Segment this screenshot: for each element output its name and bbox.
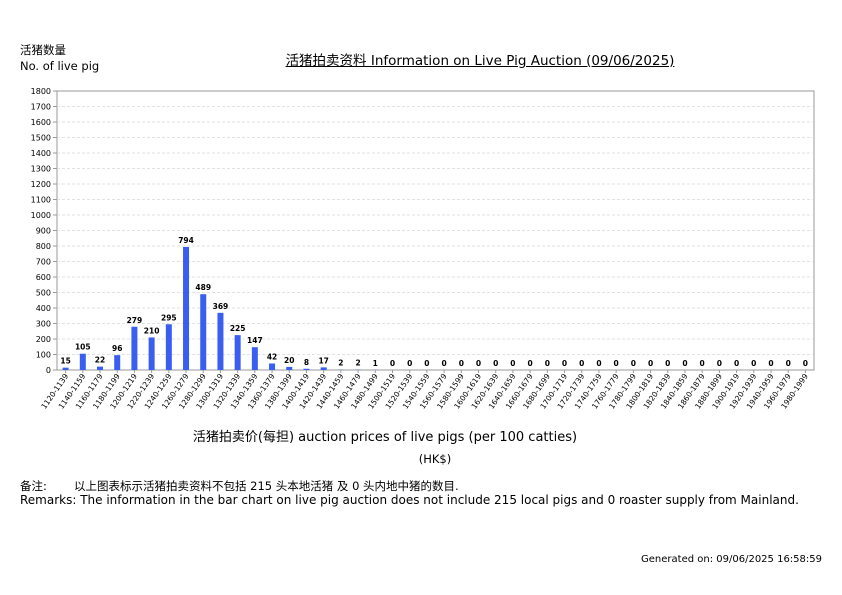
y-tick-label: 200 [36, 335, 51, 344]
y-tick-label: 1300 [31, 165, 51, 174]
data-label: 17 [318, 356, 328, 365]
data-label: 0 [459, 359, 464, 368]
data-label: 147 [247, 336, 263, 345]
data-label: 210 [144, 326, 160, 335]
y-tick-label: 1800 [31, 87, 51, 96]
data-label: 0 [441, 359, 446, 368]
data-label: 0 [562, 359, 567, 368]
bar [320, 367, 327, 370]
y-tick-label: 1000 [31, 211, 51, 220]
y-tick-label: 1500 [31, 134, 51, 143]
bar [97, 366, 104, 370]
data-label: 20 [284, 356, 294, 365]
data-label: 0 [734, 359, 739, 368]
y-axis-title: 活猪数量 No. of live pig [20, 42, 99, 74]
data-label: 1 [373, 359, 378, 368]
bar [251, 347, 258, 370]
data-label: 0 [631, 359, 636, 368]
remark-en: Remarks: The information in the bar char… [20, 493, 799, 507]
data-label: 0 [579, 359, 584, 368]
data-label: 794 [178, 236, 194, 245]
bar [286, 366, 293, 370]
data-label: 42 [267, 352, 277, 361]
data-label: 295 [161, 313, 177, 322]
y-axis-title-cn: 活猪数量 [20, 43, 66, 57]
x-axis-title: 活猪拍卖价(每担) auction prices of live pigs (p… [192, 430, 578, 445]
x-axis-unit: (HK$) [418, 452, 452, 466]
data-label: 0 [803, 359, 808, 368]
data-label: 0 [510, 359, 515, 368]
data-label: 0 [648, 359, 653, 368]
data-label: 0 [682, 359, 687, 368]
data-label: 0 [493, 359, 498, 368]
bar-chart: 0100200300400500600700800900100011001200… [31, 87, 815, 411]
y-tick-label: 900 [36, 227, 51, 236]
data-label: 2 [338, 359, 343, 368]
chart-title: 活猪拍卖资料 Information on Live Pig Auction (… [285, 53, 675, 69]
data-label: 0 [407, 359, 412, 368]
y-tick-label: 300 [36, 320, 51, 329]
data-label: 0 [751, 359, 756, 368]
y-tick-label: 1200 [31, 180, 51, 189]
data-label: 0 [424, 359, 429, 368]
data-label: 105 [75, 343, 91, 352]
y-tick-label: 700 [36, 258, 51, 267]
remark-cn-text: 以上图表标示活猪拍卖资料不包括 215 头本地活猪 及 0 头内地中猪的数目. [74, 479, 459, 493]
generated-timestamp: Generated on: 09/06/2025 16:58:59 [641, 554, 822, 565]
data-label: 0 [700, 359, 705, 368]
data-label: 225 [230, 324, 246, 333]
y-tick-label: 600 [36, 273, 51, 282]
data-label: 0 [614, 359, 619, 368]
data-label: 0 [717, 359, 722, 368]
bar [234, 335, 241, 370]
data-label: 0 [545, 359, 550, 368]
data-label: 22 [95, 356, 105, 365]
data-label: 489 [195, 283, 211, 292]
bar [79, 353, 86, 370]
y-axis-title-en: No. of live pig [20, 59, 100, 73]
data-label: 2 [355, 359, 360, 368]
y-tick-label: 1600 [31, 118, 51, 127]
data-label: 279 [127, 316, 143, 325]
bar [114, 355, 121, 370]
bar [269, 363, 276, 370]
bar [200, 294, 207, 370]
data-label: 0 [768, 359, 773, 368]
data-label: 0 [476, 359, 481, 368]
data-label: 0 [665, 359, 670, 368]
data-label: 0 [528, 359, 533, 368]
bar [303, 368, 310, 370]
data-label: 0 [786, 359, 791, 368]
y-tick-label: 500 [36, 289, 51, 298]
data-label: 15 [60, 357, 70, 366]
bar [148, 337, 155, 370]
bar [183, 246, 190, 370]
y-tick-label: 800 [36, 242, 51, 251]
remark-cn: 备注: 以上图表标示活猪拍卖资料不包括 215 头本地活猪 及 0 头内地中猪的数… [20, 478, 459, 494]
bar [131, 326, 138, 370]
data-label: 96 [112, 344, 122, 353]
bar [165, 324, 172, 370]
y-tick-label: 100 [36, 351, 51, 360]
y-tick-label: 1400 [31, 149, 51, 158]
data-label: 369 [213, 302, 229, 311]
data-label: 0 [390, 359, 395, 368]
y-tick-label: 400 [36, 304, 51, 313]
y-tick-label: 0 [46, 366, 51, 375]
y-tick-label: 1700 [31, 103, 51, 112]
y-tick-label: 1100 [31, 196, 51, 205]
remark-cn-label: 备注: [20, 479, 47, 493]
data-label: 0 [596, 359, 601, 368]
data-label: 8 [304, 358, 309, 367]
bar [62, 367, 69, 370]
bar [217, 312, 224, 370]
